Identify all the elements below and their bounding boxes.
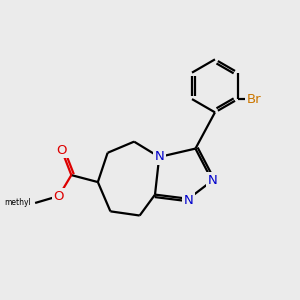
Text: O: O (54, 190, 64, 202)
Text: N: N (207, 174, 217, 187)
Text: O: O (56, 143, 67, 157)
Text: N: N (184, 194, 193, 207)
Text: N: N (154, 151, 164, 164)
Text: Br: Br (247, 93, 261, 106)
Text: methyl: methyl (4, 198, 31, 207)
